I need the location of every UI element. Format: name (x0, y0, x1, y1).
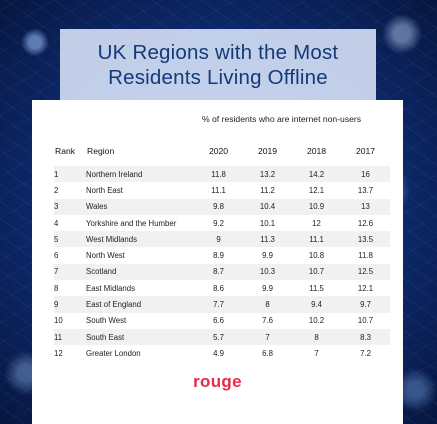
cell-region: South East (86, 328, 194, 346)
cell-rank: 10 (54, 312, 86, 329)
cell-rank: 4 (54, 214, 86, 232)
cell-rank: 2 (54, 182, 86, 199)
cell-2017: 16 (341, 166, 390, 183)
cell-2020: 6.6 (194, 312, 243, 329)
cell-2018: 14.2 (292, 166, 341, 183)
table-card: % of residents who are internet non-user… (32, 100, 403, 424)
header-2017: 2017 (355, 146, 376, 156)
table-row: 11 South East 5.7 7 8 8.3 (54, 328, 390, 346)
cell-region: North East (86, 182, 194, 199)
regions-table: Rank Region 2020 2019 2018 2017 1 Norther… (54, 136, 390, 362)
cell-2017: 11.8 (341, 247, 390, 264)
cell-2018: 10.7 (292, 263, 341, 281)
cell-2017: 8.3 (341, 328, 390, 346)
cell-2020: 4.9 (194, 345, 243, 362)
cell-2019: 10.4 (243, 198, 292, 215)
cell-rank: 7 (54, 263, 86, 281)
cell-2018: 11.1 (292, 231, 341, 248)
cell-region: West Midlands (86, 231, 194, 248)
table-row: 12 Greater London 4.9 6.8 7 7.2 (54, 345, 390, 362)
cell-2019: 10.1 (243, 214, 292, 232)
cell-2017: 13.7 (341, 182, 390, 199)
header-region: Region (87, 146, 115, 156)
cell-2018: 10.8 (292, 247, 341, 264)
cell-2020: 11.8 (194, 166, 243, 183)
table-row: 9 East of England 7.7 8 9.4 9.7 (54, 296, 390, 313)
cell-2019: 11.2 (243, 182, 292, 199)
cell-2019: 7 (243, 328, 292, 346)
title-banner: UK Regions with the Most Residents Livin… (60, 29, 376, 101)
cell-2017: 12.1 (341, 280, 390, 297)
cell-rank: 6 (54, 247, 86, 264)
cell-rank: 8 (54, 280, 86, 297)
cell-2017: 12.5 (341, 263, 390, 281)
rouge-logo: rouge (193, 372, 242, 391)
cell-2019: 6.8 (243, 345, 292, 362)
cell-region: East of England (86, 296, 194, 313)
title-line-1: UK Regions with the Most (97, 41, 339, 64)
cell-2019: 11.3 (243, 231, 292, 248)
cell-2019: 7.6 (243, 312, 292, 329)
cell-2020: 9 (194, 231, 243, 248)
cell-2018: 9.4 (292, 296, 341, 313)
table-row: 7 Scotland 8.7 10.3 10.7 12.5 (54, 263, 390, 281)
cell-rank: 1 (54, 166, 86, 183)
cell-2019: 9.9 (243, 280, 292, 297)
cell-2017: 12.6 (341, 214, 390, 232)
cell-2019: 13.2 (243, 166, 292, 183)
cell-2020: 8.6 (194, 280, 243, 297)
cell-2020: 11.1 (194, 182, 243, 199)
cell-2020: 5.7 (194, 328, 243, 346)
table-row: 6 North West 8.9 9.9 10.8 11.8 (54, 247, 390, 264)
cell-region: Northern Ireland (86, 166, 194, 183)
cell-2017: 13.5 (341, 231, 390, 248)
cell-rank: 3 (54, 198, 86, 215)
cell-2018: 12 (292, 214, 341, 232)
cell-region: Wales (86, 198, 194, 215)
table-row: 4 Yorkshire and the Humber 9.2 10.1 12 12.6 (54, 214, 390, 232)
cell-2018: 8 (292, 328, 341, 346)
cell-2018: 12.1 (292, 182, 341, 199)
cell-2017: 10.7 (341, 312, 390, 329)
header-2018: 2018 (306, 146, 327, 156)
header-2020: 2020 (208, 146, 229, 156)
title-line-2: Residents Living Offline (108, 66, 328, 89)
table-row: 2 North East 11.1 11.2 12.1 13.7 (54, 182, 390, 199)
cell-rank: 12 (54, 345, 86, 362)
cell-2019: 8 (243, 296, 292, 313)
cell-2017: 9.7 (341, 296, 390, 313)
cell-2019: 10.3 (243, 263, 292, 281)
cell-2020: 8.9 (194, 247, 243, 264)
table-row: 10 South West 6.6 7.6 10.2 10.7 (54, 312, 390, 329)
cell-2018: 10.2 (292, 312, 341, 329)
cell-2018: 10.9 (292, 198, 341, 215)
cell-region: Yorkshire and the Humber (86, 214, 194, 232)
cell-2020: 9.8 (194, 198, 243, 215)
cell-region: North West (86, 247, 194, 264)
table-subheading: % of residents who are internet non-user… (202, 114, 362, 124)
table-header-row: Rank Region 2020 2019 2018 2017 (54, 136, 390, 166)
cell-2019: 9.9 (243, 247, 292, 264)
cell-2018: 7 (292, 345, 341, 362)
cell-region: Scotland (86, 263, 194, 281)
table-row: 1 Northern Ireland 11.8 13.2 14.2 16 (54, 166, 390, 183)
table-row: 5 West Midlands 9 11.3 11.1 13.5 (54, 231, 390, 248)
cell-region: East Midlands (86, 280, 194, 297)
cell-2017: 7.2 (341, 345, 390, 362)
cell-2020: 9.2 (194, 214, 243, 232)
cell-2018: 11.5 (292, 280, 341, 297)
cell-region: Greater London (86, 345, 194, 362)
cell-2020: 8.7 (194, 263, 243, 281)
cell-rank: 9 (54, 296, 86, 313)
cell-rank: 11 (54, 328, 86, 346)
header-2019: 2019 (257, 146, 278, 156)
cell-rank: 5 (54, 231, 86, 248)
cell-2020: 7.7 (194, 296, 243, 313)
cell-2017: 13 (341, 198, 390, 215)
cell-region: South West (86, 312, 194, 329)
table-row: 3 Wales 9.8 10.4 10.9 13 (54, 198, 390, 215)
table-row: 8 East Midlands 8.6 9.9 11.5 12.1 (54, 280, 390, 297)
header-rank: Rank (55, 146, 76, 156)
